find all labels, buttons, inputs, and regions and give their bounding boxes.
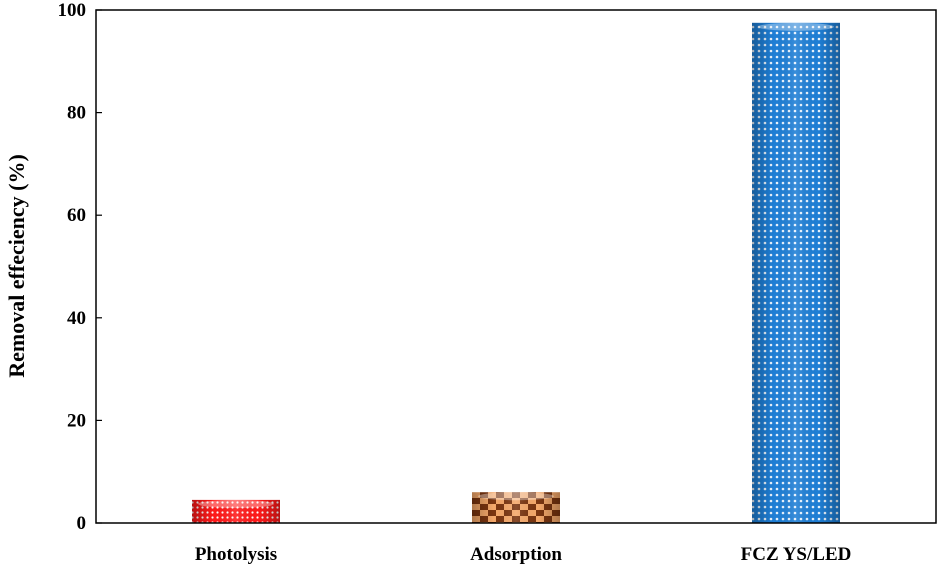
bars-group [192,22,840,523]
x-axis-category-labels: Photolysis Adsorption FCZ YS/LED [195,544,852,565]
y-axis-ticks: 0 20 40 60 80 100 [58,0,102,534]
bar-top-highlight-photolysis [198,499,274,508]
bar-shading-photolysis [192,499,280,523]
bar-top-highlight-adsorption [478,492,554,501]
y-tick-label-40: 40 [67,308,86,329]
y-tick-label-20: 20 [67,410,86,431]
x-category-label-fcz-ys-led: FCZ YS/LED [741,544,852,565]
y-tick-label-0: 0 [77,513,87,534]
bar-shading-adsorption [472,492,560,523]
plot-frame [95,9,937,524]
y-tick-label-100: 100 [58,0,87,21]
bar-shading-fcz-ys-led [752,22,840,523]
x-category-label-adsorption: Adsorption [470,544,562,565]
y-axis-title: Removal effeciency (%) [4,154,29,378]
bar-top-highlight-fcz-ys-led [758,22,834,31]
y-tick-label-60: 60 [67,205,86,226]
y-tick-label-80: 80 [67,103,86,124]
x-category-label-photolysis: Photolysis [195,544,277,565]
